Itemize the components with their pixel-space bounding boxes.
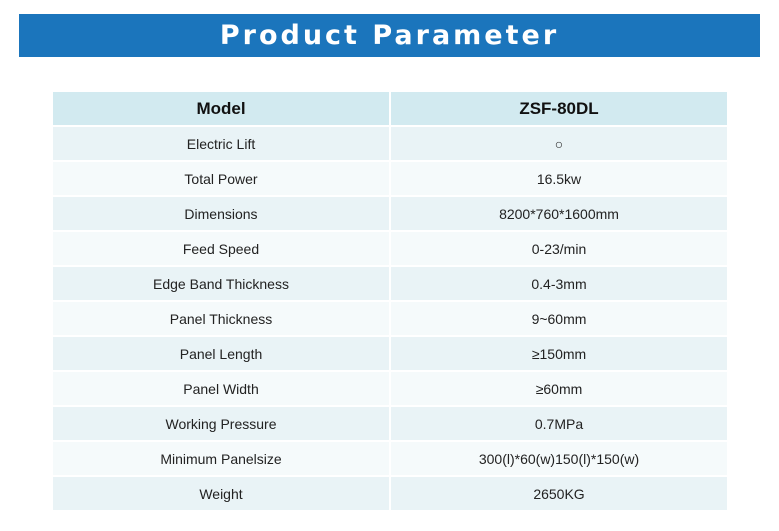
row-label: Panel Thickness [53, 302, 391, 337]
row-label: Weight [53, 477, 391, 512]
page-title: Product Parameter [219, 20, 560, 51]
row-label: Minimum Panelsize [53, 442, 391, 477]
parameter-table: Model ZSF-80DL Electric Lift ○ Total Pow… [53, 92, 727, 512]
table-row: Panel Width ≥60mm [53, 372, 727, 407]
row-label: Panel Width [53, 372, 391, 407]
table-header-row: Model ZSF-80DL [53, 92, 727, 127]
row-label: Working Pressure [53, 407, 391, 442]
row-label: Feed Speed [53, 232, 391, 267]
row-value: 0.7MPa [391, 407, 727, 442]
row-value: ≥150mm [391, 337, 727, 372]
row-label: Edge Band Thickness [53, 267, 391, 302]
row-label: Total Power [53, 162, 391, 197]
row-value: 300(l)*60(w)150(l)*150(w) [391, 442, 727, 477]
row-value: 0.4-3mm [391, 267, 727, 302]
header-value: ZSF-80DL [391, 92, 727, 127]
row-label: Dimensions [53, 197, 391, 232]
row-value: ≥60mm [391, 372, 727, 407]
row-label: Panel Length [53, 337, 391, 372]
header-label: Model [53, 92, 391, 127]
row-value: 16.5kw [391, 162, 727, 197]
row-value: 9~60mm [391, 302, 727, 337]
row-value: 8200*760*1600mm [391, 197, 727, 232]
row-label: Electric Lift [53, 127, 391, 162]
table-row: Working Pressure 0.7MPa [53, 407, 727, 442]
table-row: Edge Band Thickness 0.4-3mm [53, 267, 727, 302]
table-row: Feed Speed 0-23/min [53, 232, 727, 267]
table-row: Total Power 16.5kw [53, 162, 727, 197]
table-row: Dimensions 8200*760*1600mm [53, 197, 727, 232]
table-row: Electric Lift ○ [53, 127, 727, 162]
title-banner: Product Parameter [19, 14, 760, 57]
row-value: ○ [391, 127, 727, 162]
table-row: Weight 2650KG [53, 477, 727, 512]
table-row: Panel Thickness 9~60mm [53, 302, 727, 337]
table-row: Minimum Panelsize 300(l)*60(w)150(l)*150… [53, 442, 727, 477]
row-value: 0-23/min [391, 232, 727, 267]
table-row: Panel Length ≥150mm [53, 337, 727, 372]
row-value: 2650KG [391, 477, 727, 512]
